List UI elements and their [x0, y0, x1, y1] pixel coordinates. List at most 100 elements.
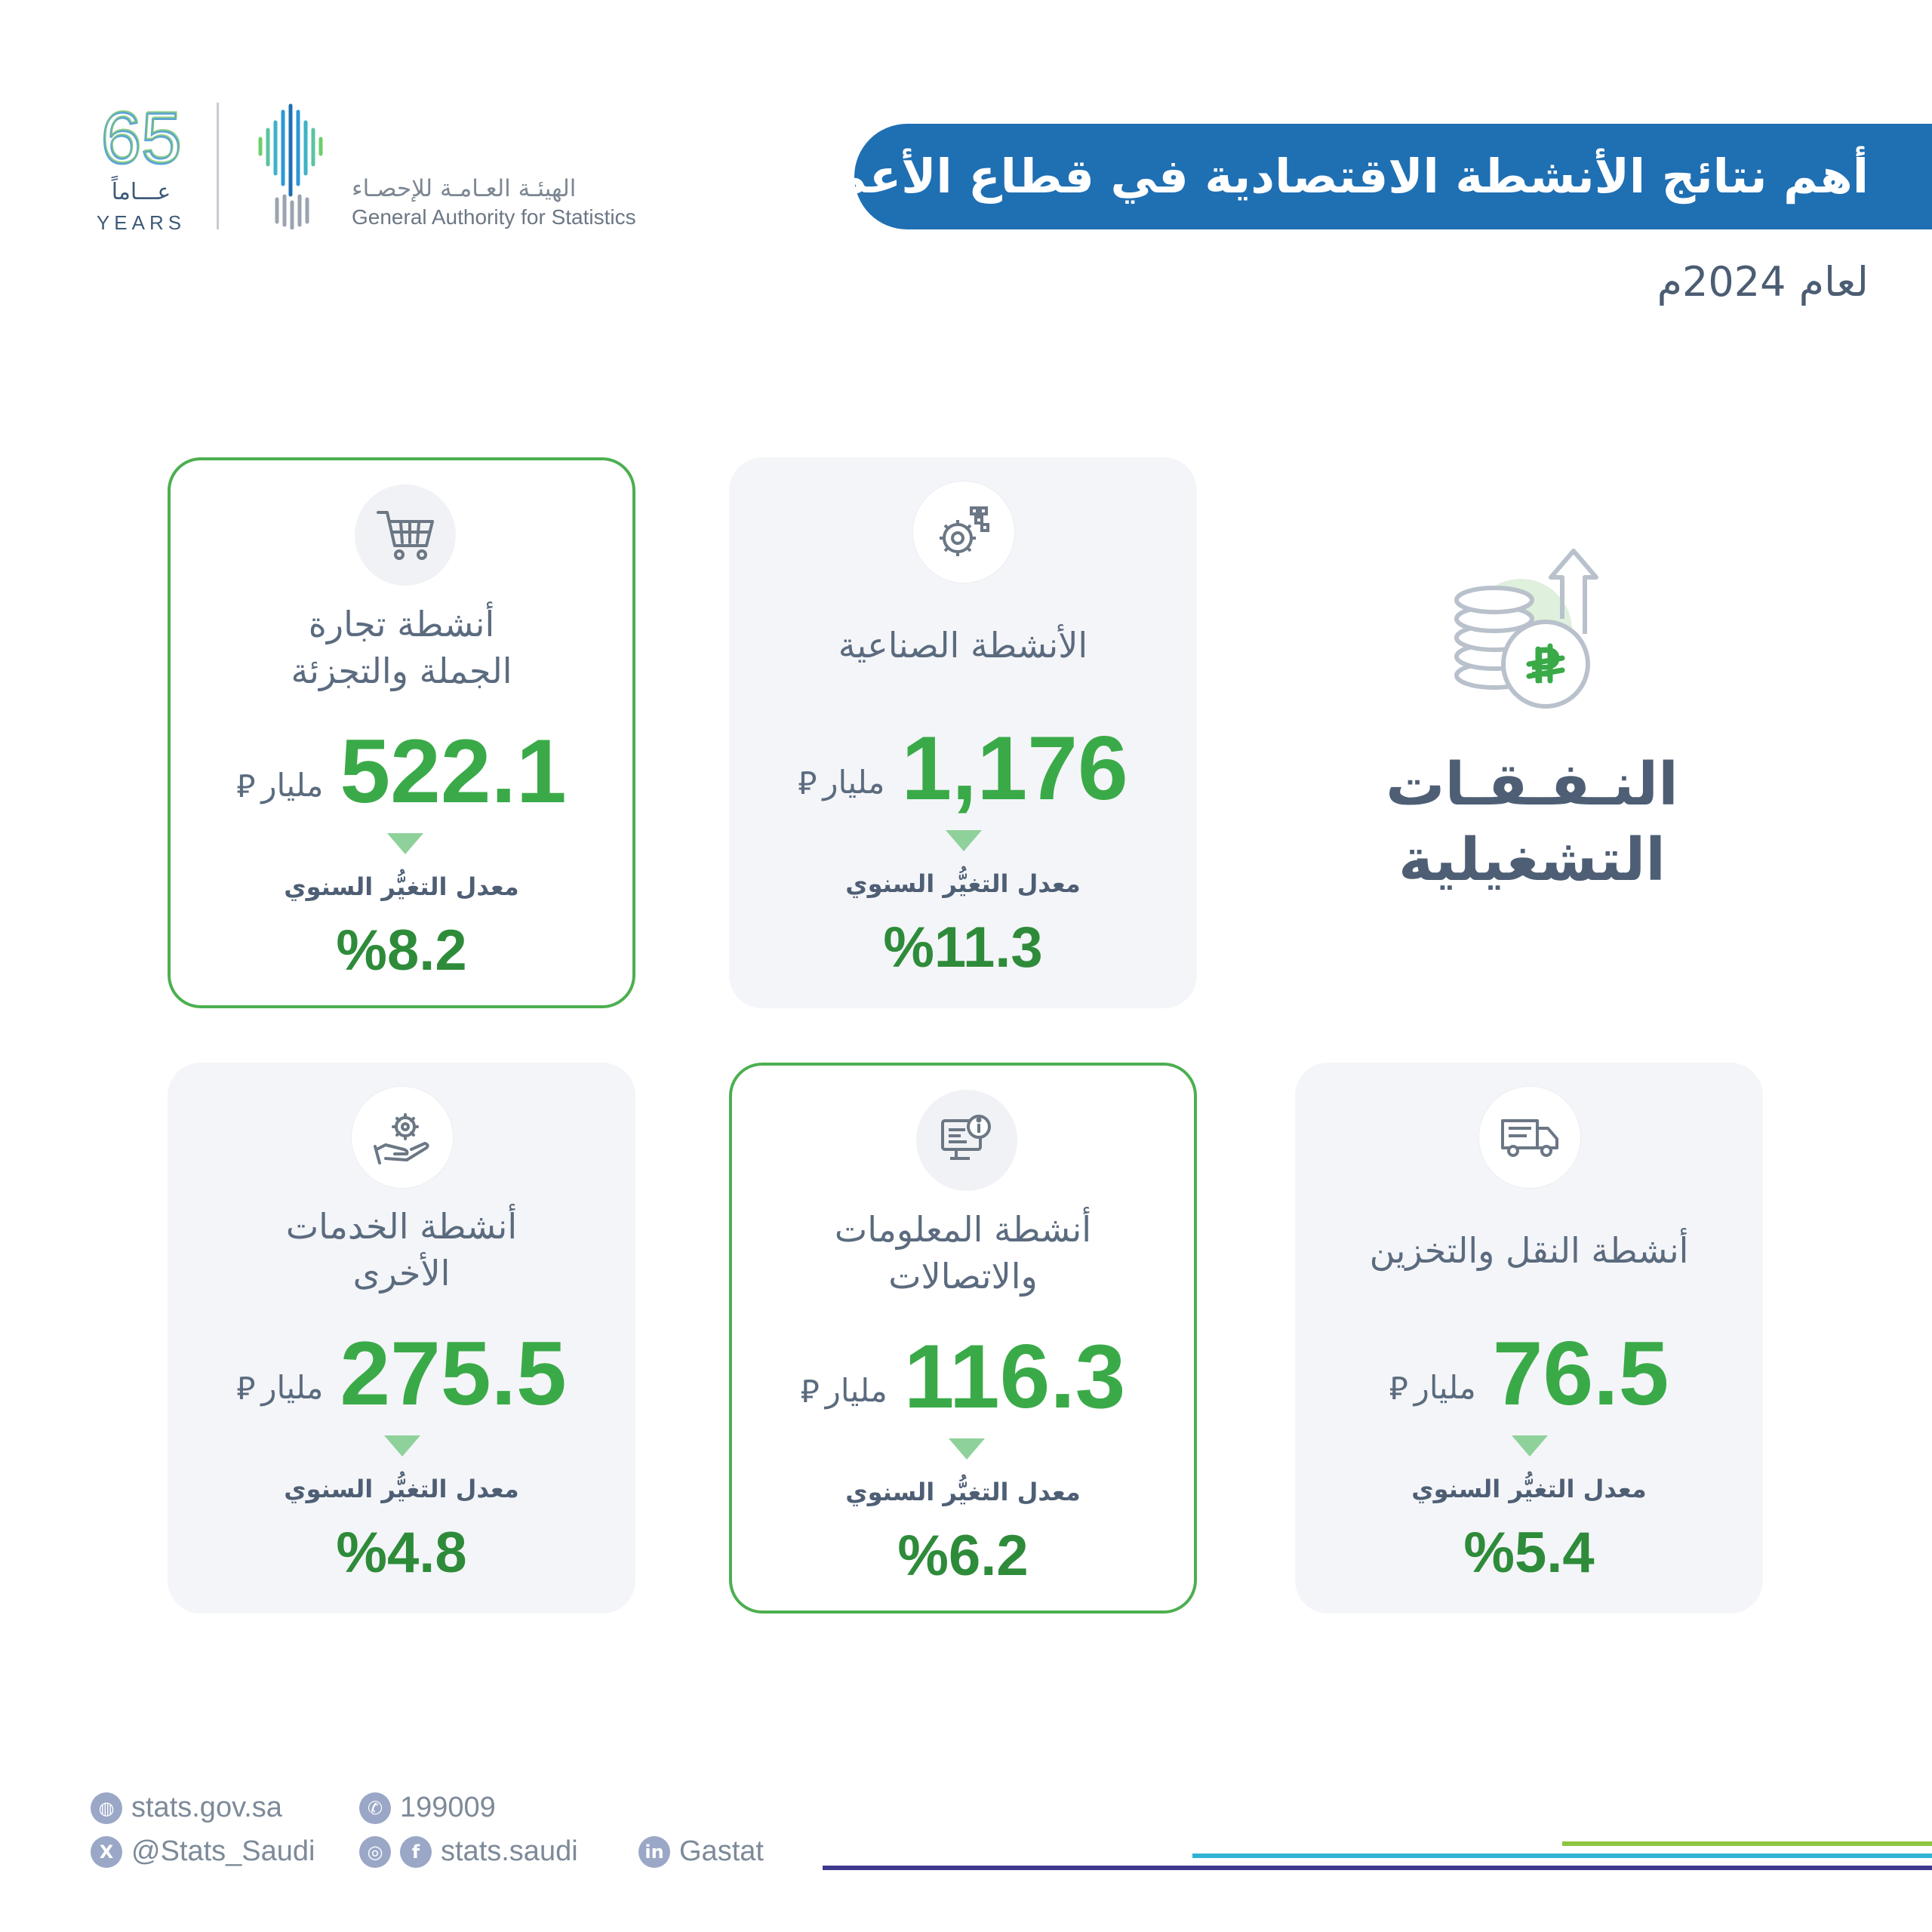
footer-linkedin[interactable]: in Gastat	[638, 1835, 764, 1868]
down-triangle-icon	[387, 833, 423, 854]
coins-riyal-up-arrow-icon: ⃁	[1449, 543, 1615, 717]
rate-label: معدل التغيُّر السنوي	[284, 872, 519, 901]
x-handle-text: @Stats_Saudi	[131, 1835, 315, 1867]
card-value-row: ⃁ مليار 522.1	[171, 726, 632, 817]
rate-label: معدل التغيُّر السنوي	[284, 1475, 519, 1503]
instagram-icon: ◎	[359, 1835, 391, 1868]
linkedin-text: Gastat	[679, 1835, 764, 1867]
card-title-line1: أنشطة الخدمات	[285, 1206, 518, 1247]
unit-label: مليار	[1414, 1369, 1476, 1406]
svg-text:65: 65	[102, 101, 183, 177]
rate-value: %11.3	[883, 915, 1043, 980]
x-icon: X	[91, 1835, 122, 1868]
card-icon-circle	[913, 481, 1014, 583]
card-title: الأنشطة الصناعية	[744, 622, 1182, 669]
anniversary-number: 65	[101, 101, 182, 179]
globe-icon: ◍	[91, 1792, 122, 1824]
footer-bar-navy	[823, 1866, 1932, 1870]
card-unit: ⃁ مليار	[798, 761, 884, 814]
card-value-row: ⃁ مليار 116.3	[732, 1331, 1194, 1422]
card-other-services: أنشطة الخدمات الأخرى ⃁ مليار 275.5 معدل ا…	[168, 1063, 635, 1614]
gastat-name-english: General Authority for Statistics	[352, 205, 636, 229]
riyal-icon: ⃁	[1389, 1370, 1408, 1407]
anniversary-65-logo: 65 65 عـــاماً YEARS	[85, 96, 198, 237]
footer-social[interactable]: ◎ f stats.saudi	[359, 1835, 578, 1868]
unit-label: مليار	[825, 1372, 888, 1409]
riyal-icon: ⃁	[236, 1370, 256, 1407]
unit-label: مليار	[823, 764, 885, 801]
card-icon-circle	[352, 1087, 453, 1188]
rate-value: %8.2	[336, 918, 467, 983]
footer-website[interactable]: ◍ stats.gov.sa	[91, 1792, 282, 1824]
card-value: 76.5	[1492, 1323, 1669, 1424]
card-icon-circle	[355, 485, 456, 586]
card-value: 1,176	[901, 718, 1128, 819]
card-title: أنشطة النقل والتخزين	[1310, 1227, 1748, 1274]
card-value: 116.3	[903, 1326, 1126, 1427]
rate-label: معدل التغيُّر السنوي	[1411, 1475, 1647, 1503]
logo-divider	[217, 103, 219, 229]
website-text: stats.gov.sa	[131, 1792, 282, 1823]
rate-value: %6.2	[897, 1524, 1029, 1588]
down-triangle-icon	[949, 1438, 985, 1460]
rate-label: معدل التغيُّر السنوي	[845, 1478, 1081, 1506]
riyal-icon: ⃁	[798, 764, 817, 801]
card-unit: ⃁ مليار	[1389, 1367, 1476, 1419]
card-title-line2: الأخرى	[352, 1253, 451, 1294]
linkedin-icon: in	[638, 1835, 670, 1868]
footer-x-handle[interactable]: X @Stats_Saudi	[91, 1835, 315, 1868]
down-triangle-icon	[384, 1435, 420, 1457]
card-title-line1: أنشطة تجارة	[308, 604, 495, 645]
footer-bar-cyan	[1192, 1854, 1932, 1858]
card-title-line1: الأنشطة الصناعية	[838, 625, 1088, 666]
footer-phone[interactable]: ✆ 199009	[359, 1792, 496, 1824]
rate-value: %5.4	[1463, 1521, 1595, 1585]
social-text: stats.saudi	[441, 1835, 578, 1867]
rate-label: معدل التغيُّر السنوي	[845, 869, 1081, 898]
unit-label: مليار	[261, 1369, 324, 1406]
hand-gear-icon	[374, 1113, 429, 1164]
page-title: أهم نتائج الأنشطة الاقتصادية في قطاع الأ…	[780, 149, 1869, 204]
card-value-row: ⃁ مليار 275.5	[168, 1328, 635, 1419]
card-title-line2: والاتصالات	[888, 1256, 1038, 1297]
card-value: 522.1	[340, 721, 567, 822]
section-title-line2: التشغيلية	[1398, 826, 1666, 894]
title-banner: أهم نتائج الأنشطة الاقتصادية في قطاع الأ…	[780, 124, 1932, 229]
card-unit: ⃁ مليار	[236, 1367, 323, 1419]
card-title: أنشطة تجارة الجملة والتجزئة	[186, 601, 617, 694]
gears-icon	[940, 506, 989, 556]
card-title: أنشطة الخدمات الأخرى	[183, 1203, 620, 1297]
riyal-icon: ⃁	[800, 1373, 820, 1410]
card-value: 275.5	[340, 1323, 567, 1424]
unit-label: مليار	[261, 767, 324, 804]
phone-text: 199009	[400, 1792, 496, 1823]
down-triangle-icon	[1512, 1435, 1548, 1457]
phone-icon: ✆	[359, 1792, 391, 1824]
riyal-icon: ⃁	[236, 768, 256, 804]
card-unit: ⃁ مليار	[801, 1370, 888, 1422]
gastat-name-arabic: الهيئـة العـامـة للإحصـاء	[352, 175, 577, 202]
card-icon-circle	[1479, 1087, 1580, 1188]
page-subtitle: لعام 2024م	[1657, 258, 1869, 306]
card-title-line1: أنشطة النقل والتخزين	[1369, 1230, 1689, 1271]
card-transport-storage: أنشطة النقل والتخزين ⃁ مليار 76.5 معدل ال…	[1295, 1063, 1763, 1614]
anniversary-ar-text: عـــاماً	[111, 175, 171, 205]
section-title: النـفـقـات التشغيلية	[1366, 747, 1698, 898]
computer-info-icon	[941, 1115, 991, 1160]
card-information-communications: أنشطة المعلومات والاتصالات ⃁ مليار 116.3 …	[729, 1063, 1197, 1614]
card-value-row: ⃁ مليار 76.5	[1295, 1328, 1763, 1419]
card-title-line1: أنشطة المعلومات	[834, 1209, 1092, 1250]
shopping-cart-icon	[377, 511, 434, 560]
card-wholesale-retail: أنشطة تجارة الجملة والتجزئة ⃁ مليار 522.1…	[168, 457, 635, 1008]
facebook-icon: f	[400, 1835, 432, 1868]
card-industrial: الأنشطة الصناعية ⃁ مليار 1,176 معدل التغي…	[729, 457, 1197, 1008]
card-unit: ⃁ مليار	[236, 764, 323, 817]
card-title-line2: الجملة والتجزئة	[291, 651, 512, 691]
gastat-logo-icon	[245, 101, 336, 230]
down-triangle-icon	[946, 830, 982, 851]
section-title-line1: النـفـقـات	[1386, 751, 1678, 819]
footer-bar-green	[1562, 1841, 1932, 1846]
card-icon-circle	[916, 1090, 1017, 1191]
card-value-row: ⃁ مليار 1,176	[729, 723, 1197, 814]
card-title: أنشطة المعلومات والاتصالات	[747, 1206, 1179, 1300]
